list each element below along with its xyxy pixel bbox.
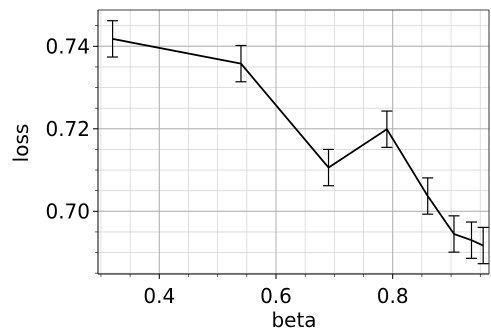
series-layer xyxy=(107,21,489,264)
x-axis-label: beta xyxy=(271,308,316,331)
axes-frame xyxy=(98,10,489,274)
minor-grid xyxy=(98,10,489,274)
x-tick-label: 0.6 xyxy=(260,284,292,308)
error-bar xyxy=(448,216,459,252)
error-bar xyxy=(323,149,334,185)
error-bar xyxy=(422,178,433,214)
tick-layer: 0.4 0.6 0.8 0.70 0.72 0.74 xyxy=(45,26,480,308)
y-axis-label: loss xyxy=(9,124,33,163)
y-tick-label: 0.72 xyxy=(45,117,90,141)
x-tick-label: 0.8 xyxy=(377,284,409,308)
y-tick-label: 0.70 xyxy=(45,199,90,223)
major-grid xyxy=(98,10,489,274)
x-tick-label: 0.4 xyxy=(143,284,175,308)
y-tick-label: 0.74 xyxy=(45,34,90,58)
error-bar xyxy=(478,227,489,263)
